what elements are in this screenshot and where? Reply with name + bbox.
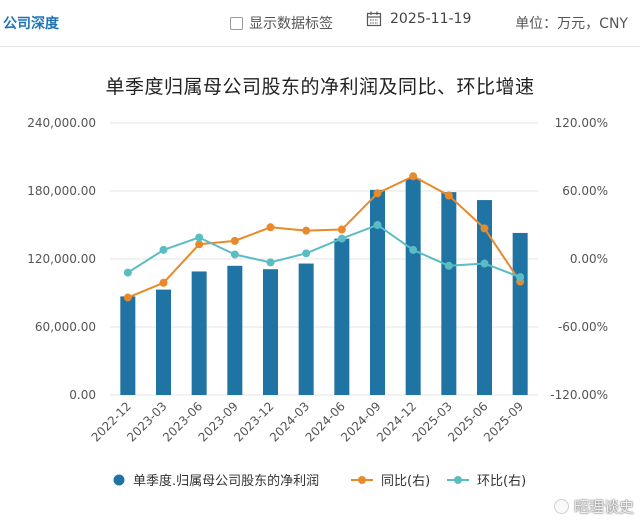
yoy-line bbox=[127, 175, 521, 299]
qoq-point bbox=[159, 245, 168, 254]
qoq-point bbox=[195, 233, 204, 242]
y-left-tick-label: 240,000.00 bbox=[27, 116, 96, 130]
bar bbox=[263, 269, 278, 395]
bar bbox=[120, 296, 136, 395]
yoy-point bbox=[480, 224, 489, 233]
chart-title: 单季度归属母公司股东的净利润及同比、环比增速 bbox=[105, 76, 535, 98]
yoy-point bbox=[266, 223, 275, 232]
qoq-point bbox=[266, 258, 275, 267]
legend-marker-qoq bbox=[447, 475, 469, 484]
y-right-tick-label: 0.00% bbox=[570, 252, 608, 266]
y-right-tick-label: -60.00% bbox=[558, 320, 608, 334]
legend-item-qoq[interactable]: 环比(右) bbox=[447, 470, 526, 489]
qoq-point bbox=[480, 259, 489, 268]
yoy-point bbox=[230, 236, 239, 245]
bar bbox=[298, 263, 314, 395]
bar bbox=[156, 289, 171, 395]
bar bbox=[370, 189, 385, 395]
yoy-point bbox=[337, 225, 346, 234]
legend-marker-yoy bbox=[351, 475, 373, 484]
chart-plot: 0.00 60,000.00 120,000.00 180,000.00 240,000… bbox=[27, 116, 608, 445]
bar bbox=[405, 178, 421, 395]
y-left-tick-label: 120,000.00 bbox=[27, 252, 96, 266]
qoq-point bbox=[230, 250, 239, 259]
bar bbox=[334, 238, 350, 395]
qoq-point bbox=[123, 268, 132, 277]
qoq-line bbox=[127, 224, 521, 279]
y-left-tick-label: 60,000.00 bbox=[35, 320, 96, 334]
bar bbox=[512, 232, 528, 395]
bar bbox=[191, 271, 207, 395]
qoq-point bbox=[373, 221, 382, 229]
watermark-logo-icon bbox=[553, 499, 569, 514]
yoy-point bbox=[123, 293, 132, 302]
date-picker[interactable]: 2025-11-19 bbox=[366, 11, 471, 27]
y-left-tick-label: 0.00 bbox=[69, 388, 96, 402]
bar bbox=[227, 265, 243, 395]
legend-label-net-profit: 单季度.归属母公司股东的净利润 bbox=[133, 474, 320, 489]
legend-label-yoy: 同比(右) bbox=[381, 474, 431, 489]
show-data-labels-checkbox[interactable] bbox=[230, 16, 243, 30]
calendar-icon bbox=[366, 11, 382, 27]
brand-title: 公司深度 bbox=[3, 16, 59, 32]
legend-marker-net-profit bbox=[113, 474, 125, 485]
y-right-tick-label: 120.00% bbox=[555, 116, 608, 130]
unit-label: 单位：万元，CNY bbox=[515, 16, 628, 32]
legend-item-net-profit[interactable]: 单季度.归属母公司股东的净利润 bbox=[113, 470, 319, 489]
chart-legend: 单季度.归属母公司股东的净利润 同比(右) 环比(右) bbox=[0, 470, 640, 496]
yoy-point bbox=[409, 172, 418, 181]
y-left-tick-label: 180,000.00 bbox=[27, 184, 96, 198]
qoq-point bbox=[302, 249, 311, 258]
watermark-text: 昭理谈史 bbox=[573, 498, 634, 516]
watermark: 昭理谈史 bbox=[553, 496, 634, 517]
x-tick-label: 2025-09 bbox=[481, 399, 526, 444]
show-data-labels-toggle[interactable]: 显示数据标签 bbox=[230, 13, 333, 33]
toolbar: 公司深度 显示数据标签 2025-11-19 单位：万元，CNY bbox=[0, 0, 640, 47]
qoq-point bbox=[444, 261, 453, 270]
bar bbox=[477, 200, 492, 395]
show-data-labels-label: 显示数据标签 bbox=[249, 16, 333, 32]
qoq-point bbox=[409, 245, 418, 254]
legend-item-yoy[interactable]: 同比(右) bbox=[351, 470, 430, 489]
qoq-point bbox=[337, 234, 346, 243]
y-right-tick-label: 60.00% bbox=[562, 184, 608, 198]
bar bbox=[441, 192, 457, 395]
yoy-point bbox=[159, 278, 168, 287]
yoy-point bbox=[195, 240, 204, 249]
yoy-point bbox=[302, 226, 311, 235]
yoy-point bbox=[373, 189, 382, 198]
legend-label-qoq: 环比(右) bbox=[477, 474, 527, 489]
y-right-tick-label: -120.00% bbox=[550, 388, 608, 402]
yoy-point bbox=[444, 191, 453, 200]
date-value: 2025-11-19 bbox=[390, 11, 472, 27]
qoq-point bbox=[516, 273, 525, 282]
